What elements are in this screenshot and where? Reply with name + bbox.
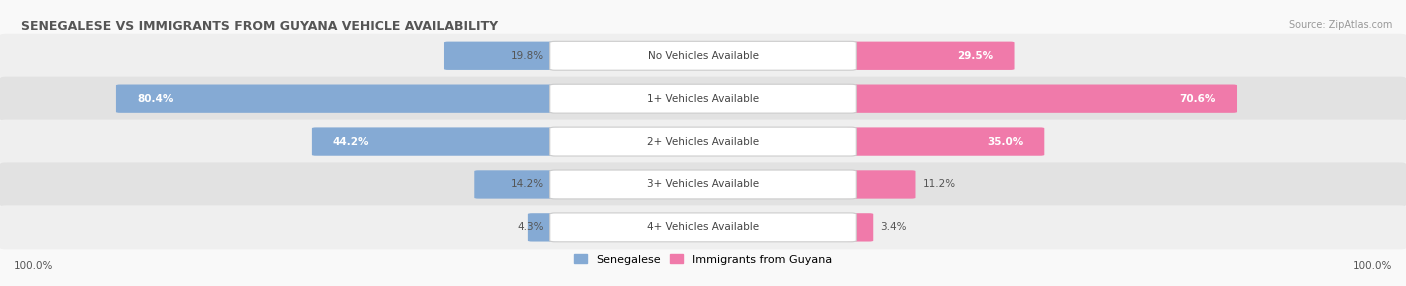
- FancyBboxPatch shape: [550, 213, 856, 242]
- FancyBboxPatch shape: [0, 34, 1406, 78]
- Legend: Senegalese, Immigrants from Guyana: Senegalese, Immigrants from Guyana: [569, 250, 837, 269]
- Text: 4+ Vehicles Available: 4+ Vehicles Available: [647, 223, 759, 232]
- Text: 4.3%: 4.3%: [517, 223, 544, 232]
- FancyBboxPatch shape: [0, 162, 1406, 206]
- Text: Source: ZipAtlas.com: Source: ZipAtlas.com: [1288, 20, 1392, 30]
- Text: 100.0%: 100.0%: [1353, 261, 1392, 271]
- FancyBboxPatch shape: [0, 77, 1406, 121]
- FancyBboxPatch shape: [312, 128, 560, 156]
- Text: SENEGALESE VS IMMIGRANTS FROM GUYANA VEHICLE AVAILABILITY: SENEGALESE VS IMMIGRANTS FROM GUYANA VEH…: [21, 20, 498, 33]
- Text: 11.2%: 11.2%: [922, 180, 956, 189]
- Text: 2+ Vehicles Available: 2+ Vehicles Available: [647, 137, 759, 146]
- Text: 100.0%: 100.0%: [14, 261, 53, 271]
- FancyBboxPatch shape: [527, 213, 560, 241]
- Text: 44.2%: 44.2%: [333, 137, 370, 146]
- Text: 1+ Vehicles Available: 1+ Vehicles Available: [647, 94, 759, 104]
- Text: 29.5%: 29.5%: [957, 51, 994, 61]
- FancyBboxPatch shape: [550, 41, 856, 70]
- Text: 19.8%: 19.8%: [510, 51, 544, 61]
- FancyBboxPatch shape: [846, 85, 1237, 113]
- FancyBboxPatch shape: [550, 170, 856, 199]
- FancyBboxPatch shape: [846, 213, 873, 241]
- Text: 14.2%: 14.2%: [510, 180, 544, 189]
- Text: 3.4%: 3.4%: [880, 223, 907, 232]
- FancyBboxPatch shape: [550, 127, 856, 156]
- FancyBboxPatch shape: [846, 170, 915, 198]
- FancyBboxPatch shape: [115, 85, 560, 113]
- FancyBboxPatch shape: [0, 205, 1406, 249]
- Text: No Vehicles Available: No Vehicles Available: [648, 51, 758, 61]
- Text: 35.0%: 35.0%: [987, 137, 1024, 146]
- FancyBboxPatch shape: [444, 42, 560, 70]
- Text: 3+ Vehicles Available: 3+ Vehicles Available: [647, 180, 759, 189]
- FancyBboxPatch shape: [0, 120, 1406, 164]
- FancyBboxPatch shape: [550, 84, 856, 113]
- FancyBboxPatch shape: [846, 42, 1015, 70]
- Text: 70.6%: 70.6%: [1180, 94, 1216, 104]
- FancyBboxPatch shape: [846, 128, 1045, 156]
- FancyBboxPatch shape: [474, 170, 560, 198]
- Text: 80.4%: 80.4%: [136, 94, 173, 104]
